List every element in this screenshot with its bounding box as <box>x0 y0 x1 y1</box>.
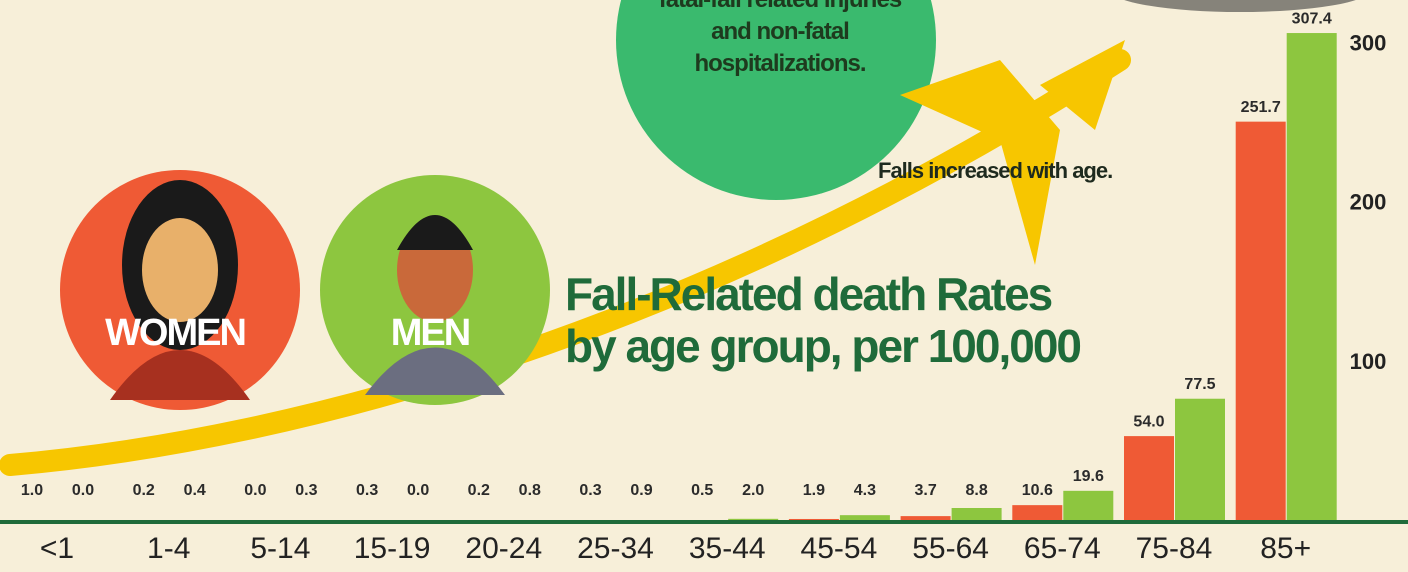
legend: WOMEN MEN <box>60 170 550 410</box>
x-tick-label: 1-4 <box>147 532 190 565</box>
x-tick-label: 85+ <box>1260 532 1311 565</box>
value-label: 0.8 <box>519 482 541 499</box>
annotation: fatal-fall related injuries and non-fata… <box>640 0 920 80</box>
y-tick-label: 200 <box>1350 190 1387 215</box>
bar <box>1124 436 1174 522</box>
value-label: 0.9 <box>630 482 652 499</box>
value-label: 1.0 <box>21 482 43 499</box>
value-label: 0.3 <box>356 482 378 499</box>
value-label: 19.6 <box>1073 468 1104 485</box>
bar <box>1175 399 1225 522</box>
value-label: 0.2 <box>468 482 490 499</box>
x-tick-label: 35-44 <box>689 532 766 565</box>
infographic: WOMEN MEN 100 200 300 <1 1.0 0.0 1-4 0.2 0.4 5-14 0… <box>0 0 1408 572</box>
value-label: 0.2 <box>133 482 155 499</box>
value-label: 307.4 <box>1292 10 1332 27</box>
bar <box>1287 33 1337 522</box>
value-label: 8.8 <box>965 482 987 499</box>
legend-label: WOMEN <box>105 312 245 354</box>
value-label: 77.5 <box>1184 376 1215 393</box>
x-tick-label: 25-34 <box>577 532 654 565</box>
bar <box>1012 505 1062 522</box>
value-label: 0.0 <box>244 482 266 499</box>
x-tick-label: 15-19 <box>354 532 431 565</box>
value-label: 0.3 <box>579 482 601 499</box>
value-label: 0.0 <box>72 482 94 499</box>
x-tick-label: 45-54 <box>801 532 878 565</box>
value-label: 251.7 <box>1241 99 1281 116</box>
value-label: 3.7 <box>914 482 936 499</box>
bar <box>952 508 1002 522</box>
x-tick-label: <1 <box>40 532 74 565</box>
value-label: 4.3 <box>854 482 876 499</box>
arrow-head <box>1040 40 1125 130</box>
value-label: 0.4 <box>184 482 206 499</box>
annotation: Falls increased with age. <box>878 158 1112 184</box>
value-label: 0.5 <box>691 482 713 499</box>
x-tick-label: 75-84 <box>1136 532 1213 565</box>
chart-title: Fall-Related death Rates by age group, p… <box>565 268 1105 372</box>
y-tick-label: 300 <box>1350 31 1387 56</box>
y-tick-label: 100 <box>1350 349 1387 374</box>
value-label: 10.6 <box>1022 482 1053 499</box>
value-label: 0.3 <box>295 482 317 499</box>
x-tick-label: 20-24 <box>465 532 542 565</box>
x-tick-label: 65-74 <box>1024 532 1101 565</box>
value-label: 2.0 <box>742 482 764 499</box>
legend-label: MEN <box>391 312 469 354</box>
person-face <box>142 218 218 322</box>
bar <box>1063 491 1113 522</box>
x-tick-label: 5-14 <box>250 532 310 565</box>
x-tick-label: 55-64 <box>912 532 989 565</box>
value-label: 1.9 <box>803 482 825 499</box>
bar <box>1236 122 1286 522</box>
value-label: 0.0 <box>407 482 429 499</box>
value-label: 54.0 <box>1133 413 1164 430</box>
